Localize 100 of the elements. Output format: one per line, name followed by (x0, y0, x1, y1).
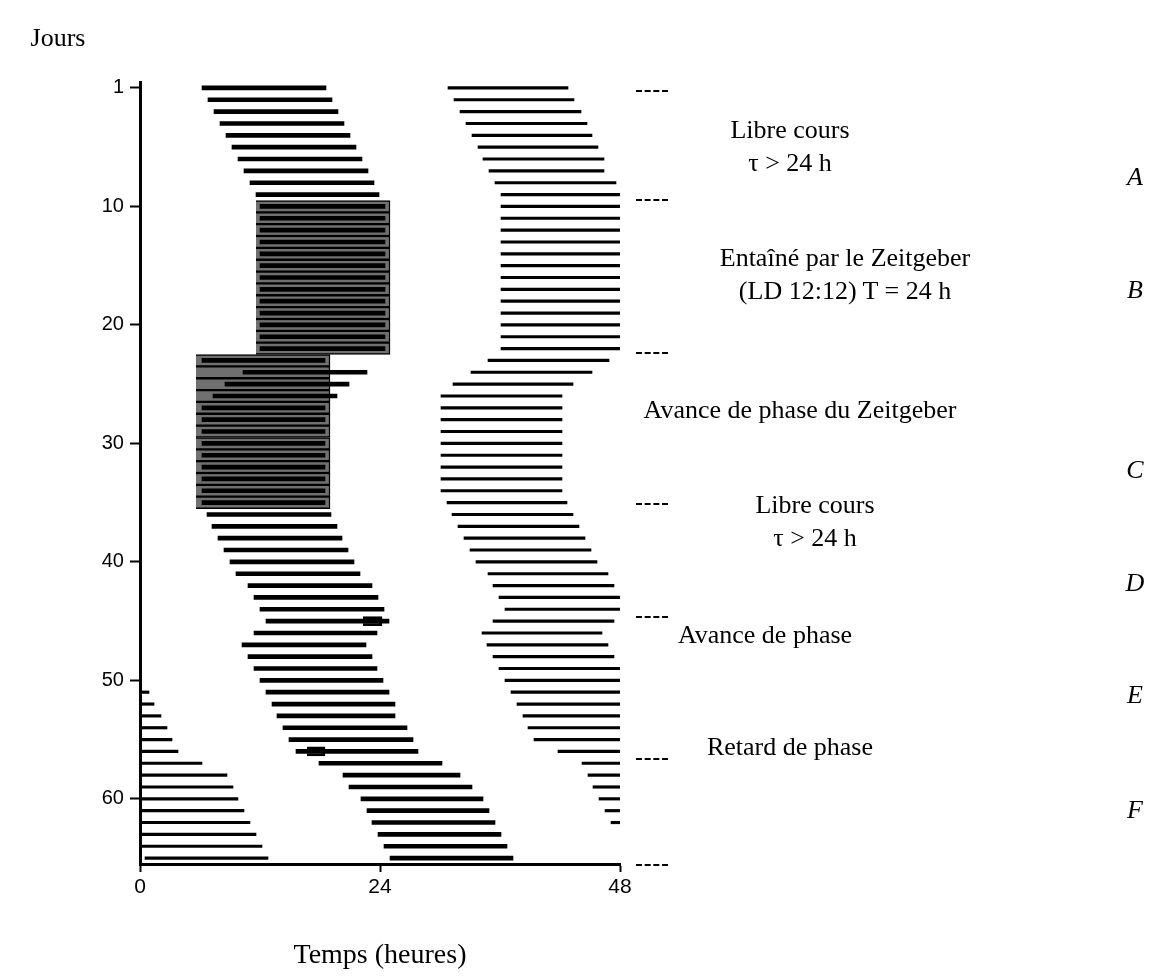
y-tick-label: 10 (101, 193, 124, 216)
bar (527, 726, 620, 730)
bar (371, 820, 496, 825)
bar (500, 264, 620, 268)
bar (463, 536, 586, 540)
text: Entaîné par le Zeitgeber (719, 243, 971, 273)
bar (522, 714, 620, 718)
y-axis-title: Jours (30, 23, 86, 53)
text: Libre cours (755, 490, 875, 520)
bar (446, 501, 568, 505)
bar (533, 738, 620, 742)
y-tick-label: 1 (112, 75, 124, 98)
text: Retard de phase (706, 732, 874, 762)
bar (498, 595, 620, 599)
bar (494, 181, 617, 185)
bar (581, 761, 620, 765)
bar (282, 725, 408, 731)
bar (477, 145, 599, 149)
bar (440, 418, 563, 422)
bar (201, 452, 326, 458)
bar (481, 631, 603, 635)
bar (488, 169, 605, 173)
y-tick-label: 50 (101, 667, 124, 690)
bar (259, 606, 385, 612)
bar (440, 477, 563, 481)
text: (LD 12:12) T = 24 h (738, 276, 952, 306)
bar (470, 370, 593, 374)
bar (440, 429, 563, 434)
text: Avance de phase du Zeitgeber (643, 395, 957, 425)
bar (465, 121, 588, 126)
bar (557, 749, 620, 754)
bar (516, 702, 620, 706)
bar (500, 335, 620, 339)
y-tick-label: 60 (101, 786, 124, 809)
bar (457, 524, 580, 528)
bar (453, 98, 575, 102)
bar (500, 228, 620, 232)
bar (487, 572, 609, 576)
bar (201, 358, 326, 363)
x-axis-title: Temps (heures) (293, 937, 467, 969)
bar (201, 441, 326, 446)
bar (469, 548, 592, 552)
text: E (1127, 680, 1143, 710)
bar (500, 287, 620, 291)
bar (487, 358, 610, 363)
bar (213, 109, 339, 114)
text: C (1126, 455, 1144, 485)
text: A (1127, 162, 1143, 192)
bar (253, 595, 379, 600)
bar (610, 820, 620, 825)
bar (500, 192, 620, 197)
bar (211, 523, 338, 529)
bar (500, 347, 620, 351)
bar (201, 429, 326, 434)
bar (471, 133, 593, 137)
text: F (1127, 795, 1143, 825)
y-tick-label: 20 (101, 312, 124, 335)
bar (510, 690, 620, 694)
bar (500, 275, 620, 280)
bar (451, 512, 574, 517)
bar (475, 560, 598, 564)
bar (201, 488, 326, 494)
x-tick-label: 48 (608, 874, 632, 898)
bar (492, 619, 615, 623)
bar (504, 678, 620, 682)
bar (482, 157, 605, 161)
text: τ > 24 h (773, 523, 857, 553)
bar (440, 441, 563, 445)
x-tick-label: 0 (134, 874, 146, 898)
text: Libre cours (730, 115, 850, 145)
bar (447, 86, 569, 90)
bar (225, 132, 351, 138)
bar (500, 311, 620, 315)
y-tick-label: 30 (101, 430, 124, 453)
bar (206, 512, 332, 517)
bar (452, 382, 574, 386)
bar (459, 110, 582, 114)
bar (255, 192, 380, 197)
bar (592, 785, 620, 789)
bar (500, 240, 620, 244)
bar (587, 773, 620, 777)
bar (504, 607, 620, 611)
bar (500, 216, 620, 220)
bar (604, 809, 620, 813)
bar (383, 843, 508, 849)
bar (247, 583, 373, 588)
bar (500, 299, 620, 303)
bar (440, 394, 563, 398)
bar (201, 417, 326, 423)
bar (500, 252, 620, 256)
bar (288, 737, 414, 742)
bar (440, 406, 563, 410)
bar (318, 760, 443, 766)
bar (598, 797, 620, 801)
bar (219, 121, 345, 126)
bar (492, 655, 615, 659)
bar (253, 666, 378, 671)
bar (486, 643, 609, 647)
bar (440, 489, 563, 493)
x-tick-label: 24 (368, 874, 392, 898)
